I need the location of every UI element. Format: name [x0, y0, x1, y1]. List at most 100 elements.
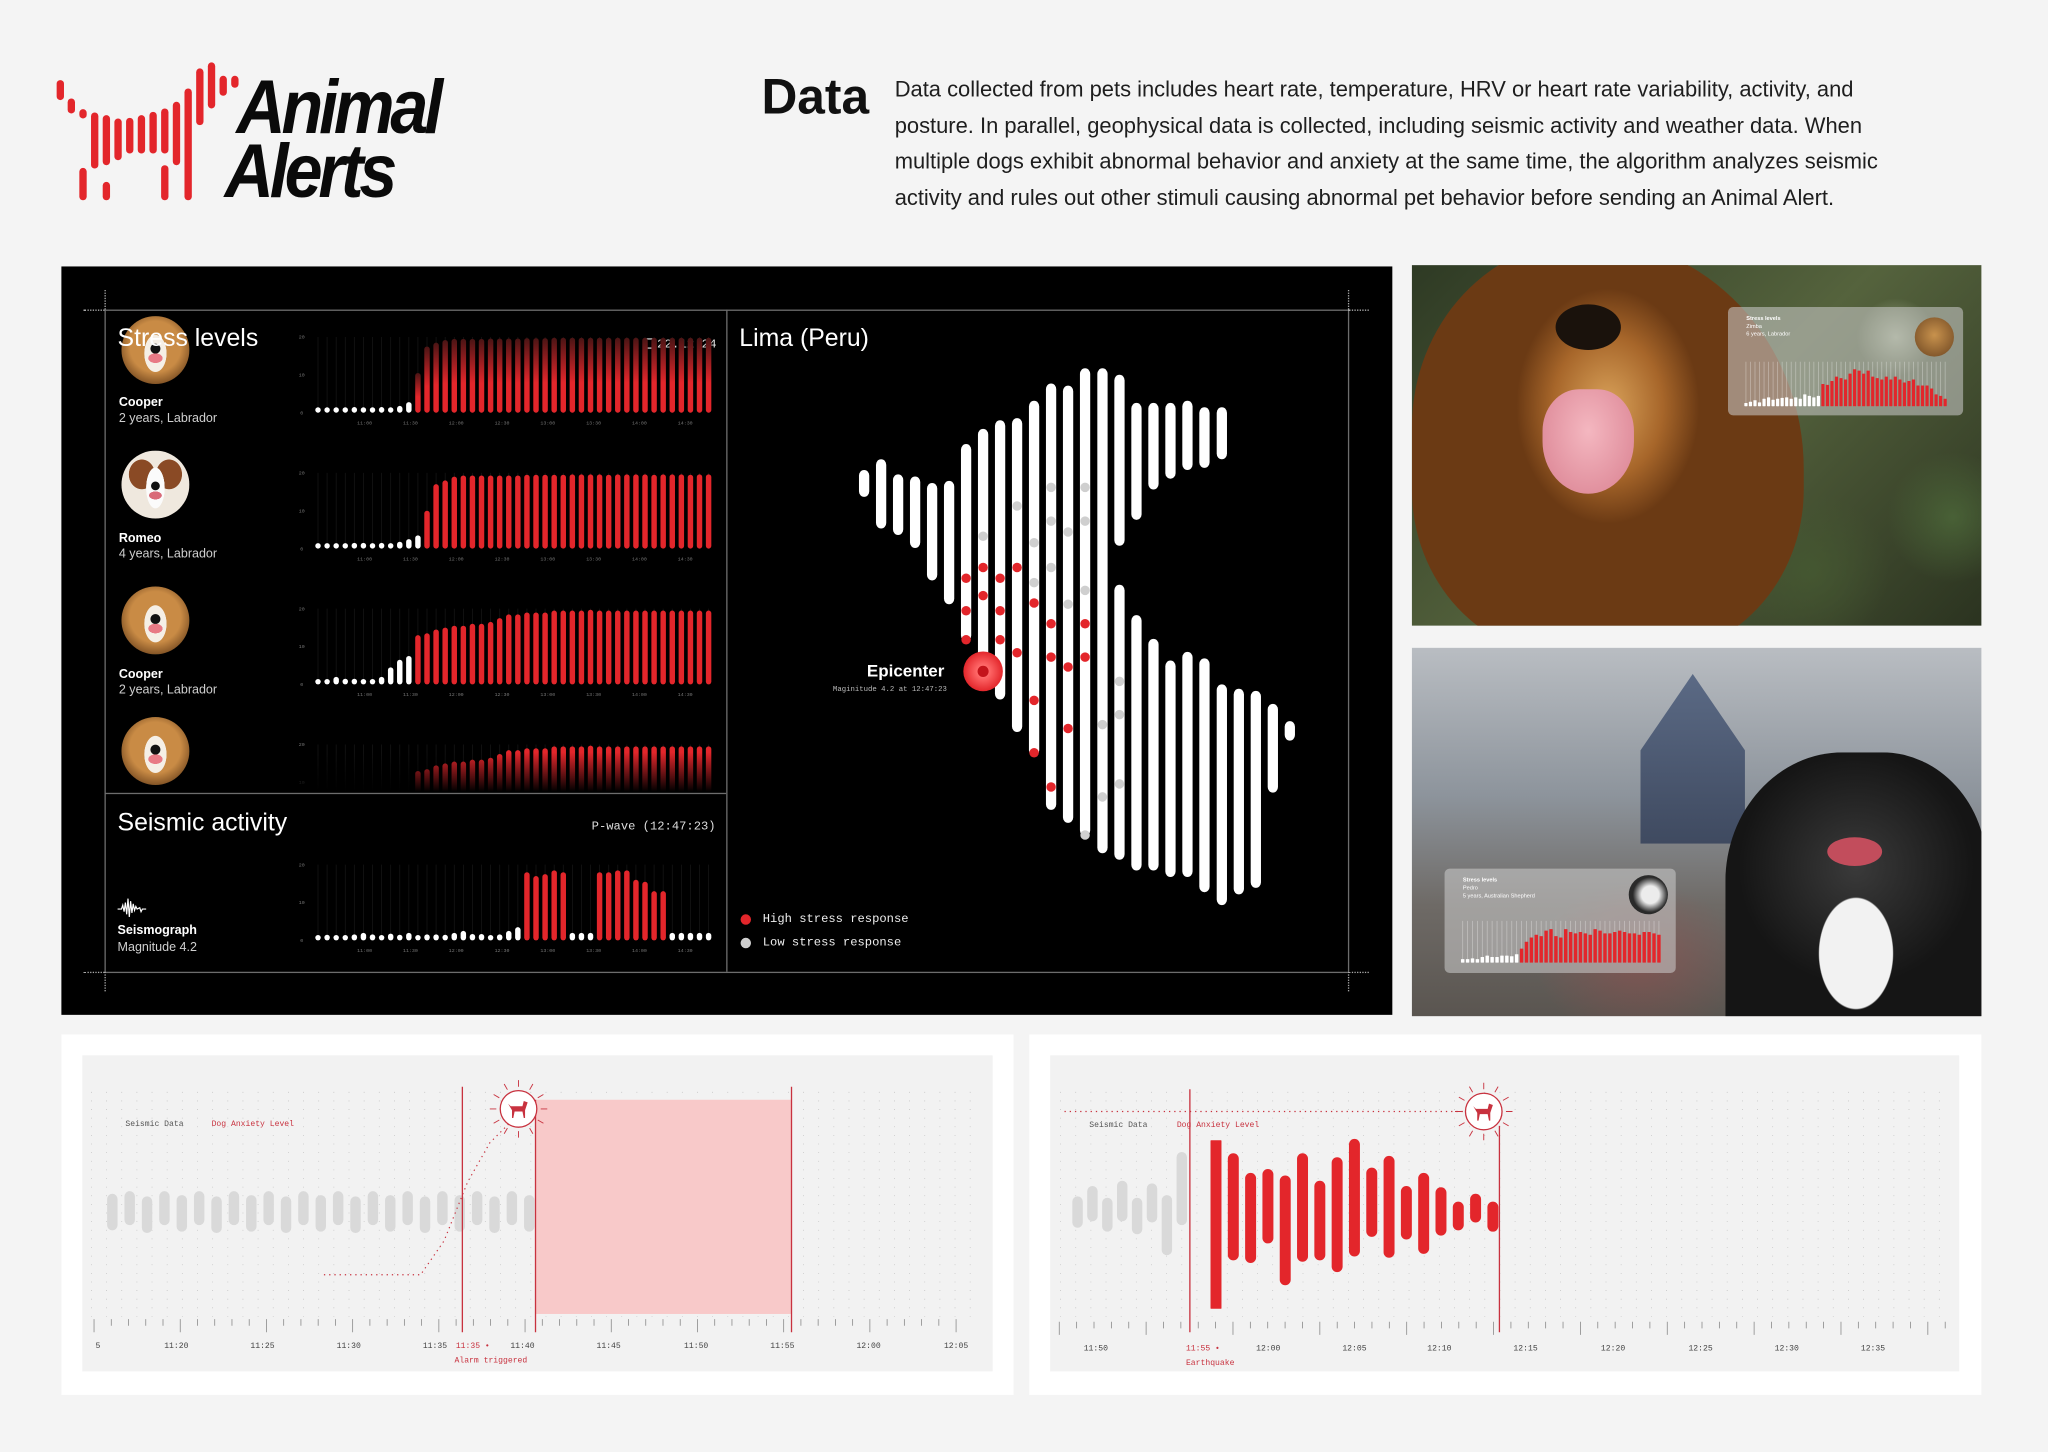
intro-line: Data collected from pets includes heart … [894, 77, 1854, 102]
seismic-bar [506, 1191, 518, 1226]
bar-high-stress [642, 881, 648, 941]
y-tick-label: 0 [300, 938, 303, 944]
bar-low-stress [451, 932, 457, 941]
bar-high-stress [596, 337, 603, 413]
stress-card-pedro[interactable]: Stress levels Pedro 5 years, Australian … [1444, 868, 1676, 974]
high-stress-dot [978, 590, 988, 601]
anxiety-bar [1279, 1175, 1291, 1286]
bar-high-stress [506, 614, 512, 685]
seismic-bar [419, 1196, 431, 1233]
logo-text-alerts: Alerts [224, 129, 398, 215]
bar-high-stress [433, 484, 439, 549]
bar-high-stress [633, 610, 639, 685]
anxiety-bar [1262, 1168, 1274, 1244]
x-tick-label: 12:00 [449, 420, 464, 426]
bar-high-stress [1529, 937, 1534, 963]
low-stress-dot [1080, 482, 1090, 493]
alarm-ray [1468, 1130, 1474, 1137]
bar-high-stress [660, 891, 666, 941]
fade-overlay [295, 726, 716, 792]
x-tick-label: 11:30 [403, 556, 418, 562]
card-avatar [1914, 317, 1954, 357]
timeline-chart-alarm: Seismic Data Dog Anxiety Level 5 11:20 11:25… [91, 1080, 971, 1365]
x-tick-label: 11:00 [357, 948, 372, 954]
bar-high-stress [506, 475, 512, 549]
x-tick-label: 14:30 [678, 692, 693, 698]
anxiety-bar [1210, 1140, 1222, 1309]
bar-high-stress [1519, 948, 1524, 963]
seismic-bar [159, 1191, 170, 1226]
bar-high-stress [1622, 931, 1627, 963]
seismic-bar [280, 1196, 292, 1233]
legend-low-dot [740, 937, 752, 949]
bar-high-stress [596, 610, 603, 685]
card-dog-info: 5 years, Australian Shepherd [1462, 892, 1535, 899]
seismic-bar [246, 1195, 257, 1232]
bar-low-stress [342, 678, 348, 685]
frame-divider-horizontal [104, 792, 727, 795]
bar-high-stress [669, 337, 675, 413]
bar-high-stress [569, 337, 576, 413]
bar-high-stress [605, 872, 612, 941]
seismic-bar [298, 1191, 309, 1226]
stress-card-zimba[interactable]: Stress levels Zimba 6 years, Labrador [1727, 306, 1964, 416]
x-tick-label: 11:00 [357, 556, 372, 562]
bar-low-stress [315, 407, 321, 413]
mini-stress-chart [1744, 361, 1947, 407]
bar-low-stress [678, 932, 685, 941]
alarm-ray [493, 1119, 500, 1124]
x-tick-label: 13:30 [586, 948, 601, 954]
seismic-bar [1146, 1183, 1158, 1223]
legend-anxiety: Dog Anxiety Level [212, 1120, 295, 1129]
x-tick-label: 12:15 [1513, 1345, 1537, 1354]
stress-chart-cooper-2: 0 10 20 11:00 11:30 12:00 12:30 13:00 13:30 14:00… [299, 606, 712, 698]
bar-high-stress [651, 474, 657, 549]
x-tick-label: 12:30 [1775, 1345, 1799, 1354]
bar-high-stress [615, 610, 621, 685]
avatar-dog-3[interactable] [121, 586, 190, 655]
x-tick-label: 5 [96, 1342, 101, 1351]
bar-low-stress [324, 934, 330, 941]
dog-name: Romeo [118, 531, 162, 546]
bar-high-stress [496, 475, 503, 549]
bar-high-stress [478, 623, 485, 685]
seismic-title: Seismic activity [117, 809, 288, 838]
bar-high-stress [1929, 388, 1934, 407]
bar-low-stress [351, 934, 358, 941]
low-stress-dot [1114, 709, 1125, 720]
bar-high-stress [1934, 394, 1938, 407]
avatar-dog-2[interactable] [121, 450, 190, 519]
bar-low-stress [387, 543, 394, 549]
bar-high-stress [678, 337, 685, 413]
low-stress-dot [1046, 562, 1056, 573]
bar-low-stress [433, 934, 439, 941]
bar-low-stress [360, 932, 367, 941]
epicenter-detail: Maginitude 4.2 at 12:47:23 [832, 684, 947, 694]
bar-low-stress [496, 934, 503, 941]
bar-low-stress [1762, 398, 1766, 407]
alarm-ray [1468, 1086, 1474, 1093]
bar-low-stress [387, 667, 394, 685]
x-tick-label: 11:00 [357, 692, 372, 698]
bar-low-stress [569, 932, 576, 941]
low-stress-dot [1063, 527, 1073, 537]
low-stress-dot [1114, 676, 1125, 687]
high-stress-dot [1012, 647, 1022, 658]
alarm-ray [503, 1083, 508, 1090]
bar-high-stress [433, 342, 439, 413]
bar-high-stress [542, 338, 548, 413]
bar-high-stress [1875, 378, 1879, 407]
bar-low-stress [333, 934, 339, 941]
bar-high-stress [1593, 929, 1597, 963]
avatar-dog-4[interactable] [121, 717, 190, 785]
avatar-dog-1[interactable] [121, 316, 190, 384]
bar-high-stress [1559, 937, 1563, 963]
seismic-bar [367, 1191, 379, 1226]
frame-right [1347, 309, 1350, 972]
x-tick-label: 11:20 [164, 1342, 188, 1351]
low-stress-dot [1080, 516, 1090, 526]
bar-high-stress [524, 872, 530, 941]
x-tick-label: 11:50 [684, 1342, 708, 1351]
bar-high-stress [624, 337, 630, 413]
